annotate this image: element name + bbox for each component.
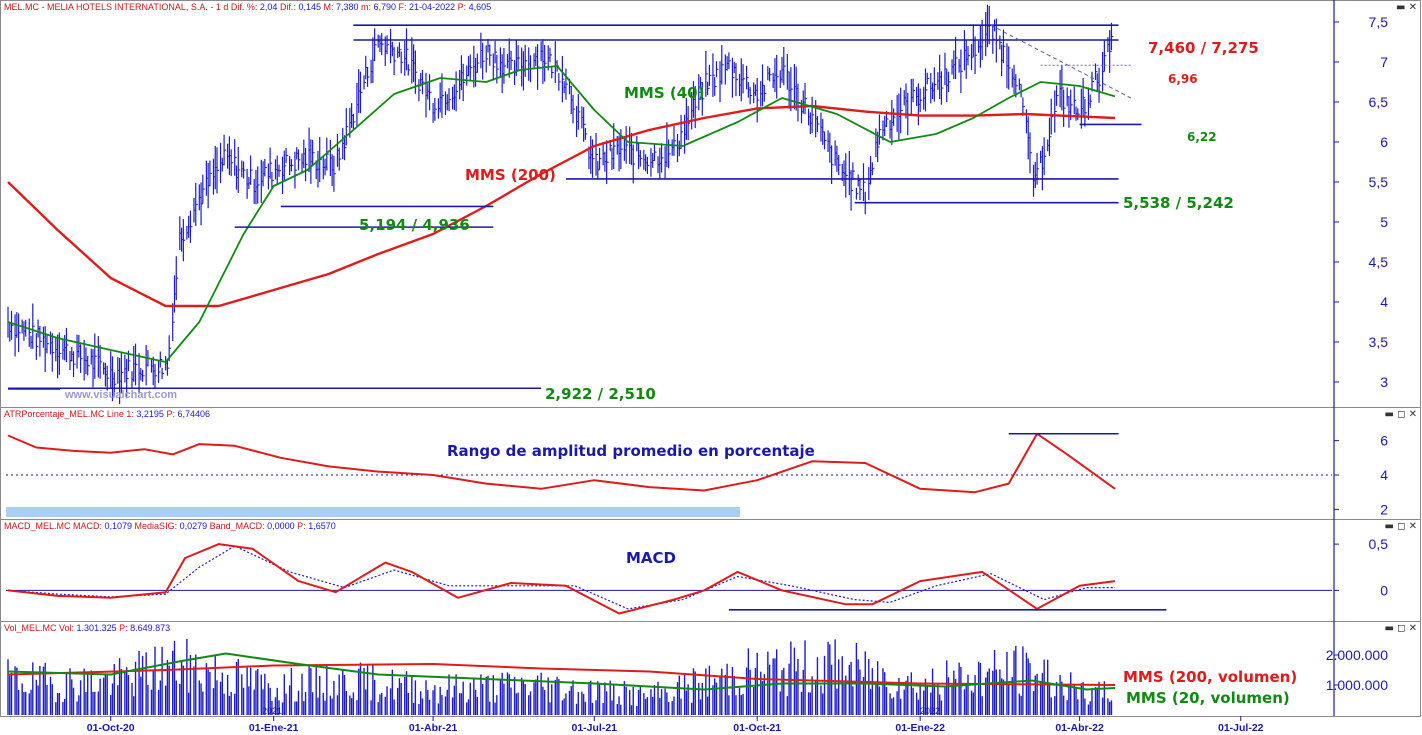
x-tick-label: 01-Jul-22 [1218, 722, 1264, 734]
mms200-line [7, 104, 1116, 308]
y-tick-label: 5 [1380, 214, 1388, 230]
panel-header-label: MEL.MC - MELIA HOTELS INTERNATIONAL, S.A… [4, 2, 231, 12]
panel-header-field-label: Dif. %: [231, 2, 260, 12]
support-resistance-levels [8, 24, 1167, 611]
mms40-line [7, 65, 1116, 363]
x-tick-label: 01-Jul-21 [572, 722, 618, 734]
inline-date-mark-2021: 2021 [262, 706, 282, 716]
panel-header-field-value: 0,145 [298, 2, 323, 12]
panel-header-field-label: Line 1: [107, 409, 137, 419]
y-tick-label: 4 [1380, 467, 1388, 483]
trendline [990, 24, 1132, 99]
annotation-price: MMS (40) [624, 84, 704, 102]
annotation-price: MMS (200) [465, 166, 556, 184]
panel-header-field-label: P: [166, 409, 177, 419]
annotation-volume: MMS (200, volumen) [1123, 668, 1297, 686]
x-tick-label: 01-Oct-20 [87, 722, 135, 734]
x-tick-label: 01-Abr-22 [1055, 722, 1104, 734]
window-controls: ▬ ◻ ✕ [1385, 521, 1418, 532]
annotation-price: 5,538 / 5,242 [1123, 194, 1234, 212]
panel-header-field-value: 7,380 [336, 2, 361, 12]
panel-header-field-value: 1.301.325 [77, 623, 120, 633]
panel-header-field-label: MACD: [73, 521, 105, 531]
y-tick-label: 2 [1380, 501, 1388, 517]
annotation-price: 2,922 / 2,510 [545, 385, 656, 403]
y-tick-label: 5,5 [1369, 174, 1389, 190]
watermark-text: www.visualchart.com [64, 389, 177, 401]
annotations: MEL.MC - MELIA HOTELS INTERNATIONAL, S.A… [4, 2, 1417, 707]
y-tick-label: 0 [1380, 582, 1388, 598]
panel-header-field-label: m: [361, 2, 374, 12]
panel-header-field-value: 2,04 [260, 2, 280, 12]
inline-date-mark-2022: 2022 [920, 706, 940, 716]
panel-header-volume: Vol_MEL.MC Vol: 1.301.325 P: 8.649.873 [4, 623, 170, 633]
panel-frame-Volume [0, 621, 1421, 717]
panel-header-field-label: M: [323, 2, 336, 12]
x-tick-label: 01-Abr-21 [409, 722, 458, 734]
panel-header-field-label: P: [297, 521, 308, 531]
y-tick-label: 1.000.000 [1326, 677, 1388, 693]
panel-header-field-value: 0,0000 [267, 521, 297, 531]
volume-mms200-line [7, 663, 1116, 686]
panel-header-label: Vol_MEL.MC [4, 623, 59, 633]
panel-frame-MACD [0, 519, 1421, 622]
x-tick-label: 01-Ene-22 [895, 722, 945, 734]
panel-header-field-value: 4,605 [469, 2, 492, 12]
annotation-price: 7,460 / 7,275 [1148, 39, 1259, 57]
window-controls: ▬ ◻ ✕ [1385, 409, 1418, 420]
panel-header-field-label: P: [458, 2, 469, 12]
y-tick-label: 4,5 [1369, 254, 1389, 270]
annotation-macd: MACD [626, 549, 676, 567]
annotation-atr: Rango de amplitud promedio en porcentaje [447, 442, 815, 460]
window-controls: ▬ ✕ [1396, 2, 1417, 13]
annotation-price: 6,22 [1187, 130, 1217, 144]
panel-header-field-label: Band_MACD: [210, 521, 268, 531]
panel-header-field-value: 0,0279 [180, 521, 210, 531]
panel-header-field-value: 1,6570 [308, 521, 336, 531]
panel-header-field-label: F: [399, 2, 410, 12]
panel-header-field-value: 3,2195 [136, 409, 166, 419]
panel-header-atr: ATRPorcentaje_MEL.MC Line 1: 3,2195 P: 6… [4, 409, 210, 419]
x-tick-label: 01-Ene-21 [249, 722, 299, 734]
indicator-lines [7, 65, 1116, 691]
panel-header-field-label: Dif.: [280, 2, 299, 12]
scroll-bar [6, 507, 740, 517]
panel-frame-ATRPorcentaje [0, 407, 1421, 520]
y-tick-label: 6,5 [1369, 94, 1389, 110]
panel-header-field-label: P: [119, 623, 130, 633]
panel-header-field-value: 21-04-2022 [409, 2, 458, 12]
atr-line [7, 432, 1116, 494]
window-controls: ▬ ◻ ✕ [1385, 623, 1418, 634]
y-tick-label: 4 [1380, 294, 1388, 310]
panel-header-macd: MACD_MEL.MC MACD: 0,1079 MediaSIG: 0,027… [4, 521, 336, 531]
annotation-price: 6,96 [1168, 72, 1198, 86]
panel-header-field-value: 0,1079 [105, 521, 135, 531]
panel-header-field-label: MediaSIG: [135, 521, 180, 531]
y-tick-label: 3,5 [1369, 334, 1389, 350]
panel-header-field-value: 6,790 [374, 2, 399, 12]
y-tick-label: 2.000.000 [1326, 647, 1388, 663]
y-tick-label: 6 [1380, 134, 1388, 150]
panel-header-field-value: 8.649.873 [130, 623, 170, 633]
panel-frames [0, 0, 1421, 717]
panel-header-label: ATRPorcentaje_MEL.MC [4, 409, 107, 419]
volume-mms20-line [7, 652, 1116, 691]
macd-line [7, 543, 1116, 615]
y-tick-label: 3 [1380, 374, 1388, 390]
panel-header-price: MEL.MC - MELIA HOTELS INTERNATIONAL, S.A… [4, 2, 491, 12]
annotation-volume: MMS (20, volumen) [1126, 689, 1290, 707]
axes: 7,5 7 6,5 6 5,5 5 4,5 4 3,5 3 6 4 2 0,5 0 2.000.000 1.00… [87, 14, 1388, 734]
y-tick-label: 0,5 [1369, 536, 1389, 552]
panel-header-field-value: 6,74406 [177, 409, 210, 419]
y-tick-label: 6 [1380, 433, 1388, 449]
annotation-price: 5,194 / 4,936 [359, 216, 470, 234]
reference-lines [6, 474, 1332, 591]
x-tick-label: 01-Oct-21 [733, 722, 781, 734]
y-tick-label: 7,5 [1369, 14, 1389, 30]
panel-header-label: MACD_MEL.MC [4, 521, 73, 531]
price-bars [7, 4, 1114, 715]
panel-header-field-label: Vol: [59, 623, 77, 633]
y-tick-label: 7 [1380, 54, 1388, 70]
